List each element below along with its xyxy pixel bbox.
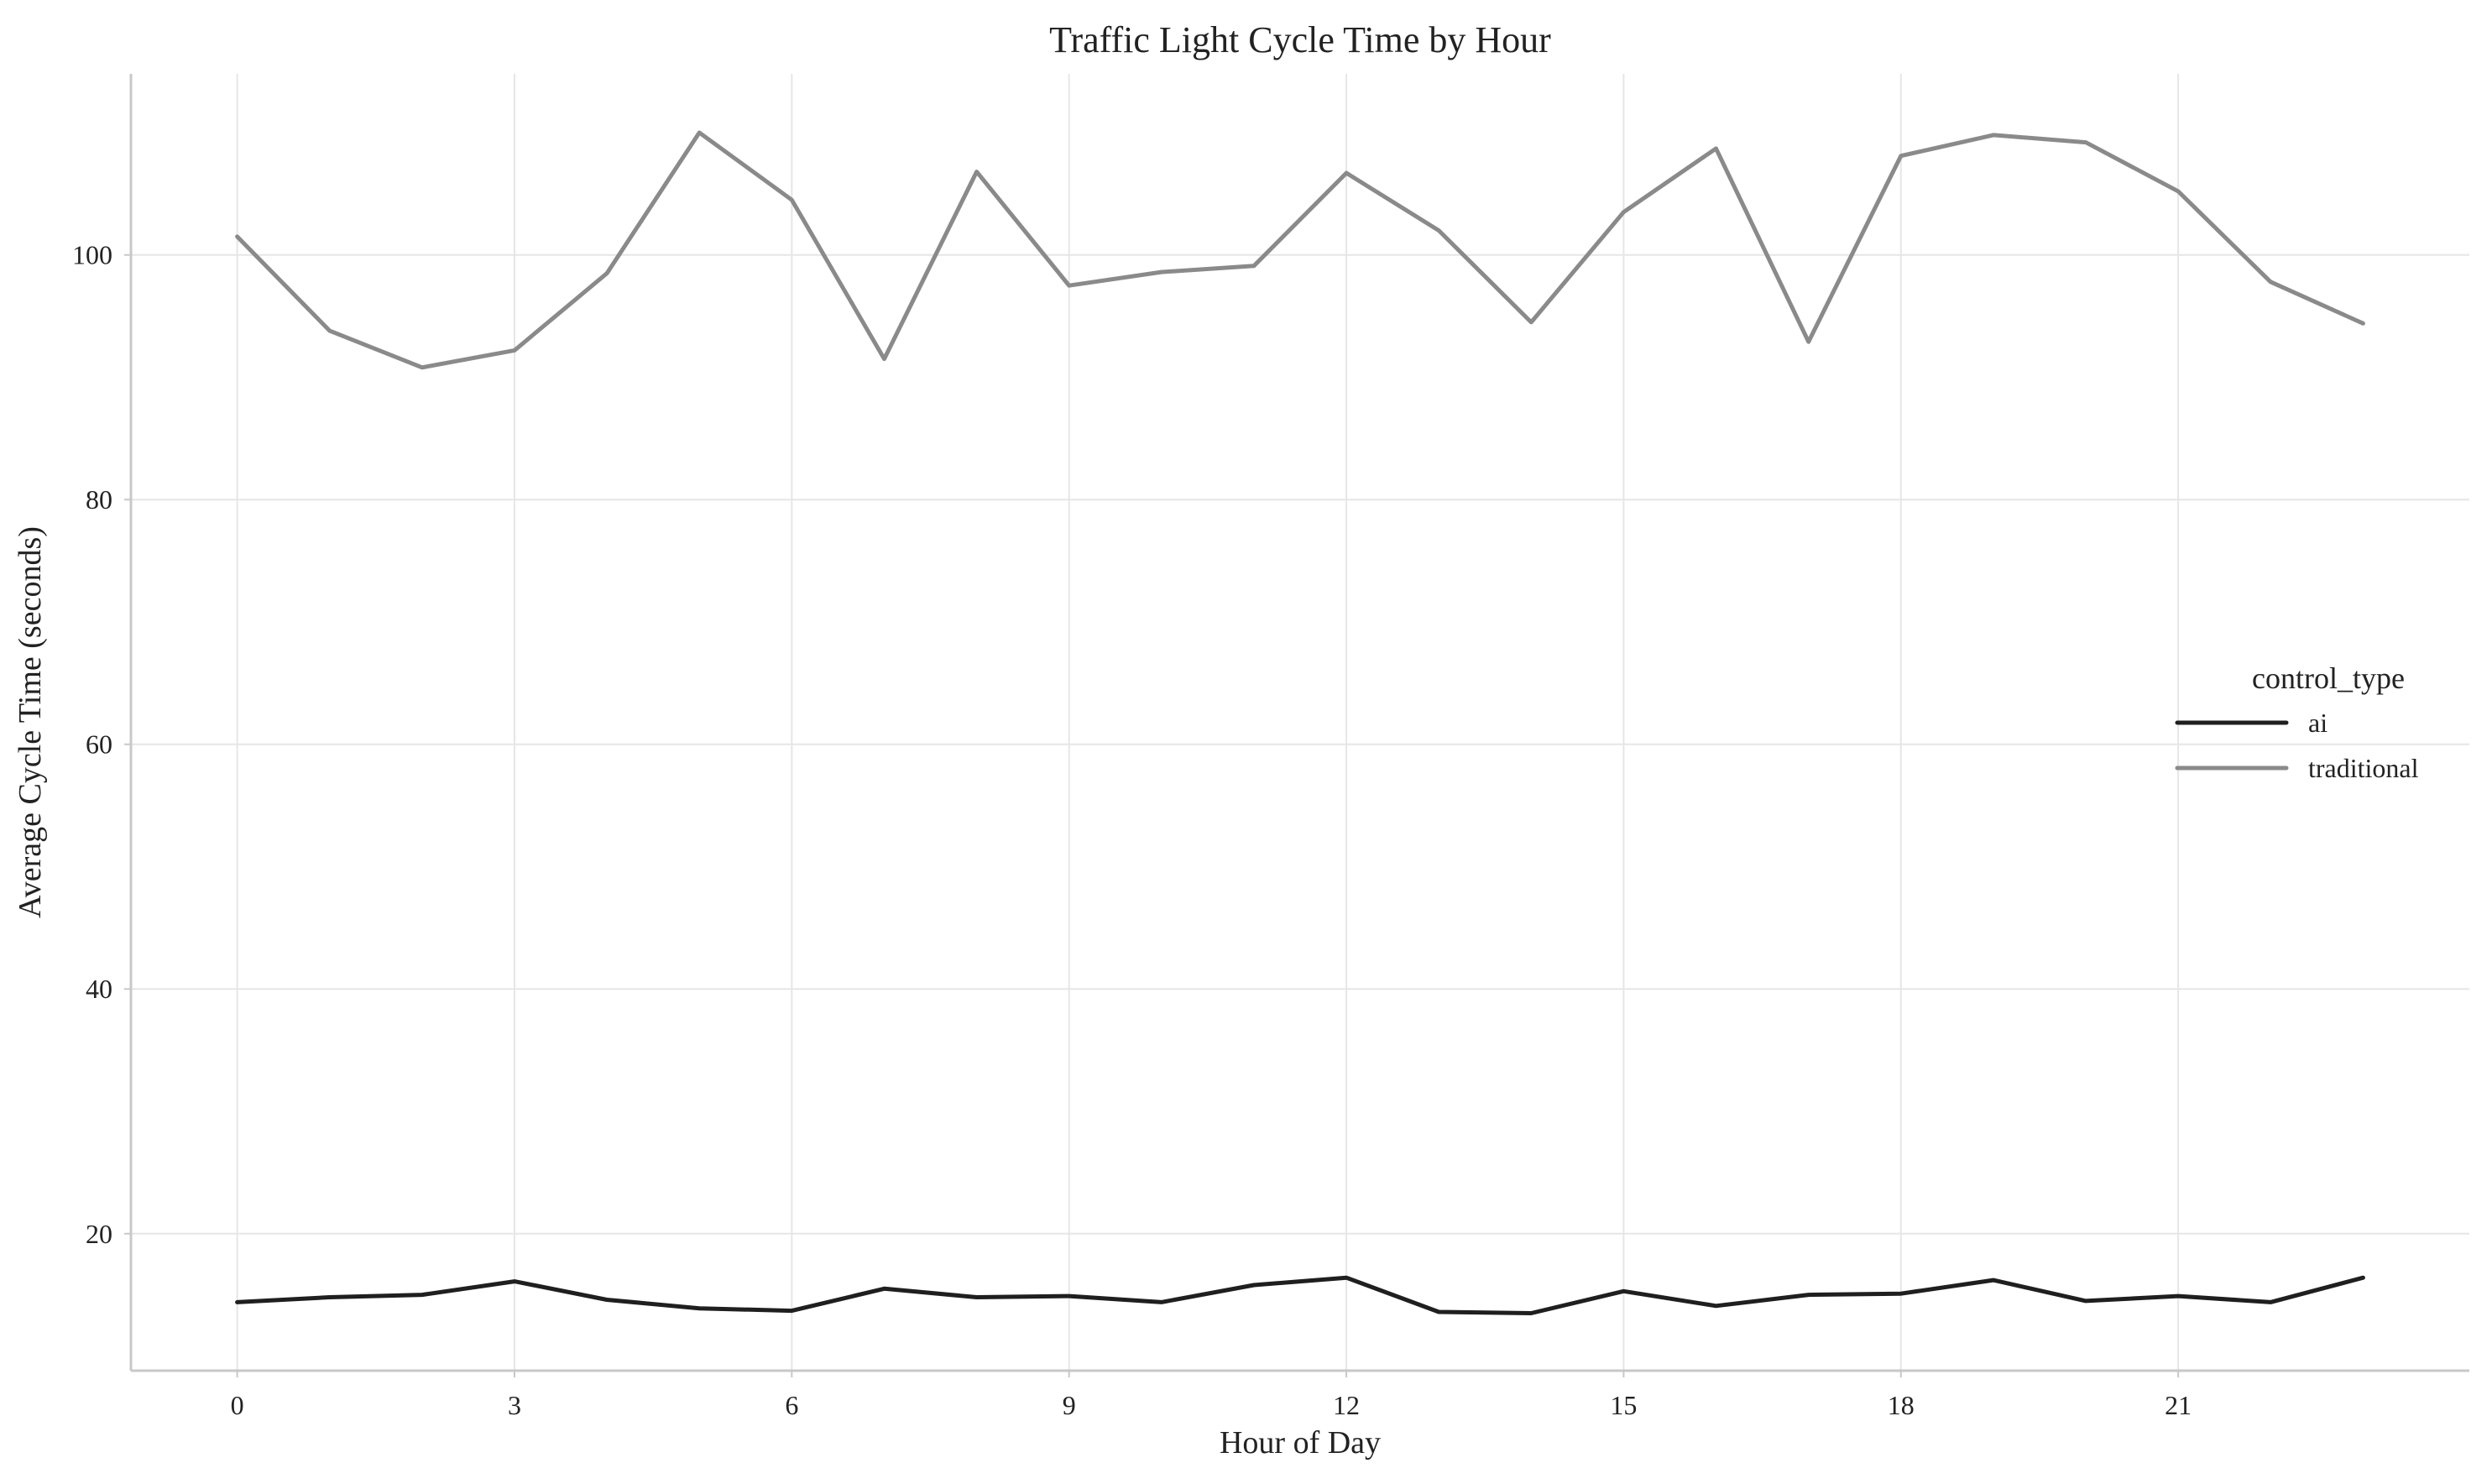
tick-labels: 0 3 6 9 12 15 18 21 20 40 60 80 100 [72, 240, 2192, 1420]
axes [129, 74, 2469, 1372]
x-axis-label: Hour of Day [1220, 1425, 1381, 1460]
legend-label-ai: ai [2308, 708, 2327, 738]
legend-items: ai traditional [2175, 708, 2419, 783]
y-tick-label-40: 40 [86, 974, 112, 1004]
series [235, 130, 2365, 1315]
series-line-ai [235, 1275, 2365, 1315]
y-tick-label-100: 100 [72, 240, 112, 270]
y-tick-label-60: 60 [86, 729, 112, 760]
x-tick-label-18: 18 [1888, 1390, 1915, 1420]
legend-title: control_type [2252, 661, 2405, 695]
legend-label-traditional: traditional [2308, 753, 2419, 783]
x-tick-label-21: 21 [2165, 1390, 2192, 1420]
x-tick-label-15: 15 [1610, 1390, 1637, 1420]
y-tick-label-80: 80 [86, 484, 112, 515]
x-tick-label-3: 3 [508, 1390, 521, 1420]
y-tick-label-20: 20 [86, 1219, 112, 1249]
x-tick-label-6: 6 [785, 1390, 798, 1420]
chart-title: Traffic Light Cycle Time by Hour [1049, 19, 1551, 60]
y-axis-label: Average Cycle Time (seconds) [13, 526, 48, 918]
legend: control_type ai traditional [2175, 661, 2419, 783]
x-tick-label-12: 12 [1333, 1390, 1360, 1420]
grid [131, 74, 2469, 1371]
x-tick-label-9: 9 [1063, 1390, 1076, 1420]
x-tick-label-0: 0 [231, 1390, 244, 1420]
series-line-traditional [235, 130, 2365, 370]
